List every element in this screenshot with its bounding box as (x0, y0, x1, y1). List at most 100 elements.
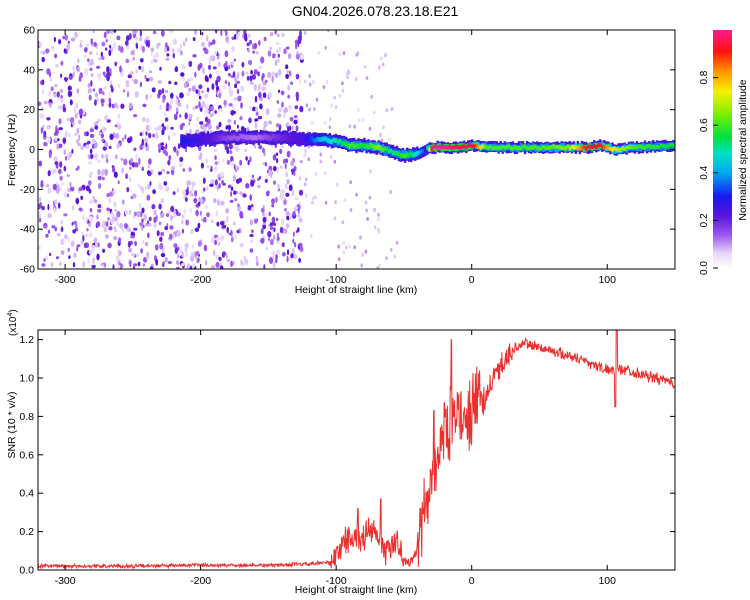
spectrogram-noise-cell (68, 75, 73, 80)
spectrogram-ridge-core-cell (188, 139, 191, 144)
spectrogram-noise-cell (135, 43, 139, 49)
spectrogram-noise-cell (57, 105, 63, 110)
spectrogram-noise-cell (284, 228, 288, 234)
spectrogram-noise-cell (132, 265, 136, 269)
spectrogram-noise-cell (124, 134, 127, 140)
spectrogram-noise-cell (276, 166, 279, 174)
spectrogram-noise-cell (276, 41, 280, 45)
spectrogram-noise-cell (144, 185, 149, 190)
spectrogram-ridge-core-cell (338, 138, 342, 144)
spectrogram-noise-cell (299, 160, 303, 164)
spectrogram-noise-cell (74, 113, 78, 119)
spectrogram-noise-cell (220, 200, 225, 206)
spectrogram-noise-cell (156, 230, 160, 237)
spectrogram-noise-cell (307, 157, 311, 162)
spectrogram-noise-cell (147, 41, 150, 48)
spectrogram-noise-cell (301, 54, 305, 59)
spectrogram-noise-cell (214, 179, 218, 186)
spectrogram-noise-cell (282, 252, 286, 257)
spectrogram-noise-cell (225, 252, 228, 259)
spectrogram-noise-cell (111, 210, 114, 217)
spectrogram-noise-cell (138, 65, 142, 70)
spectrogram-noise-cell (142, 263, 146, 267)
spectrogram-noise-cell (160, 142, 164, 146)
spectrogram-noise-cell (245, 258, 249, 266)
spectrogram-ridge-core-cell (467, 143, 470, 148)
spectrogram-noise-cell (181, 251, 184, 258)
snr-multiplier-exp: 4 (7, 313, 14, 317)
spectrogram-noise-cell (41, 205, 45, 211)
spectrogram-noise-cell (342, 51, 346, 56)
spectrogram-ridge-core-cell (513, 145, 517, 150)
spectrogram-noise-cell (286, 179, 290, 185)
spectrogram-noise-cell (237, 203, 240, 208)
spectrogram-noise-cell (209, 106, 214, 111)
spectrogram-noise-cell (59, 161, 63, 168)
spectrogram-noise-cell (260, 56, 265, 64)
spectrogram-noise-cell (285, 64, 289, 70)
spectrogram-noise-cell (363, 65, 367, 70)
spectrogram-noise-cell (92, 196, 95, 200)
spectrogram-ridge-core-cell (597, 143, 600, 148)
spectrogram-y-tick-label: -20 (20, 184, 35, 196)
spectrogram-noise-cell (309, 233, 313, 238)
spectrogram-ridge-core-cell (525, 146, 529, 151)
spectrogram-noise-cell (252, 50, 255, 54)
spectrogram-noise-cell (297, 35, 302, 42)
spectrogram-ridge-core-cell (489, 144, 492, 149)
spectrogram-noise-cell (73, 106, 77, 114)
spectrogram-ridge-core-cell (609, 147, 612, 152)
spectrogram-noise-cell (134, 90, 139, 98)
spectrogram-noise-cell (114, 61, 118, 67)
chart-title: GN04.2026.078.23.18.E21 (292, 3, 459, 19)
spectrogram-noise-cell (53, 93, 57, 98)
spectrogram-ridge-core-cell (369, 142, 372, 148)
spectrogram-noise-cell (88, 51, 93, 55)
spectrogram-noise-cell (54, 53, 58, 59)
spectrogram-noise-cell (120, 103, 125, 109)
spectrogram-noise-cell (293, 171, 296, 176)
spectrogram-noise-cell (63, 77, 68, 81)
spectrogram-ridge-core-cell (322, 136, 325, 142)
spectrogram-noise-cell (45, 184, 50, 188)
spectrogram-ridge-core-cell (318, 137, 321, 142)
spectrogram-noise-cell (263, 264, 266, 269)
spectrogram-ridge-core-cell (503, 145, 506, 150)
spectrogram-noise-cell (130, 50, 134, 56)
spectrogram-ridge-core-cell (584, 146, 588, 151)
spectrogram-ridge-core-cell (227, 135, 230, 140)
spectrogram-noise-cell (98, 183, 102, 189)
spectrogram-ridge-core-cell (233, 134, 236, 140)
spectrogram-noise-cell (170, 205, 175, 212)
spectrogram-ridge-core-cell (416, 151, 419, 156)
spectrogram-noise-cell (389, 190, 393, 194)
spectrogram-ridge-core-cell (660, 143, 663, 148)
spectrogram-noise-cell (241, 70, 245, 77)
spectrogram-noise-cell (239, 242, 244, 248)
spectrogram-noise-cell (276, 217, 279, 222)
spectrogram-noise-cell (214, 148, 218, 153)
spectrogram-noise-cell (72, 72, 75, 78)
spectrogram-noise-cell (148, 216, 152, 222)
spectrogram-noise-cell (378, 65, 381, 70)
spectrogram-ridge-core-cell (656, 145, 659, 149)
spectrogram-noise-cell (137, 261, 141, 267)
spectrogram-noise-cell (353, 245, 357, 250)
spectrogram-ridge-core-cell (664, 144, 667, 149)
spectrogram-ridge-core-cell (282, 134, 285, 140)
spectrogram-noise-cell (228, 89, 234, 97)
spectrogram-noise-cell (247, 204, 252, 211)
spectrogram-noise-cell (262, 147, 265, 153)
spectrogram-ridge-core-cell (190, 138, 193, 144)
spectrogram-noise-cell (235, 165, 239, 171)
spectrogram-noise-cell (73, 252, 77, 258)
spectrogram-noise-cell (153, 209, 157, 216)
spectrogram-noise-cell (117, 114, 121, 119)
spectrogram-ridge-core-cell (198, 138, 201, 144)
spectrogram-noise-cell (243, 32, 248, 40)
spectrogram-noise-cell (157, 42, 161, 47)
spectrogram-ridge-core-cell (469, 143, 472, 148)
spectrogram-noise-cell (292, 238, 295, 244)
spectrogram-noise-cell (51, 225, 56, 229)
spectrogram-noise-cell (135, 69, 138, 74)
